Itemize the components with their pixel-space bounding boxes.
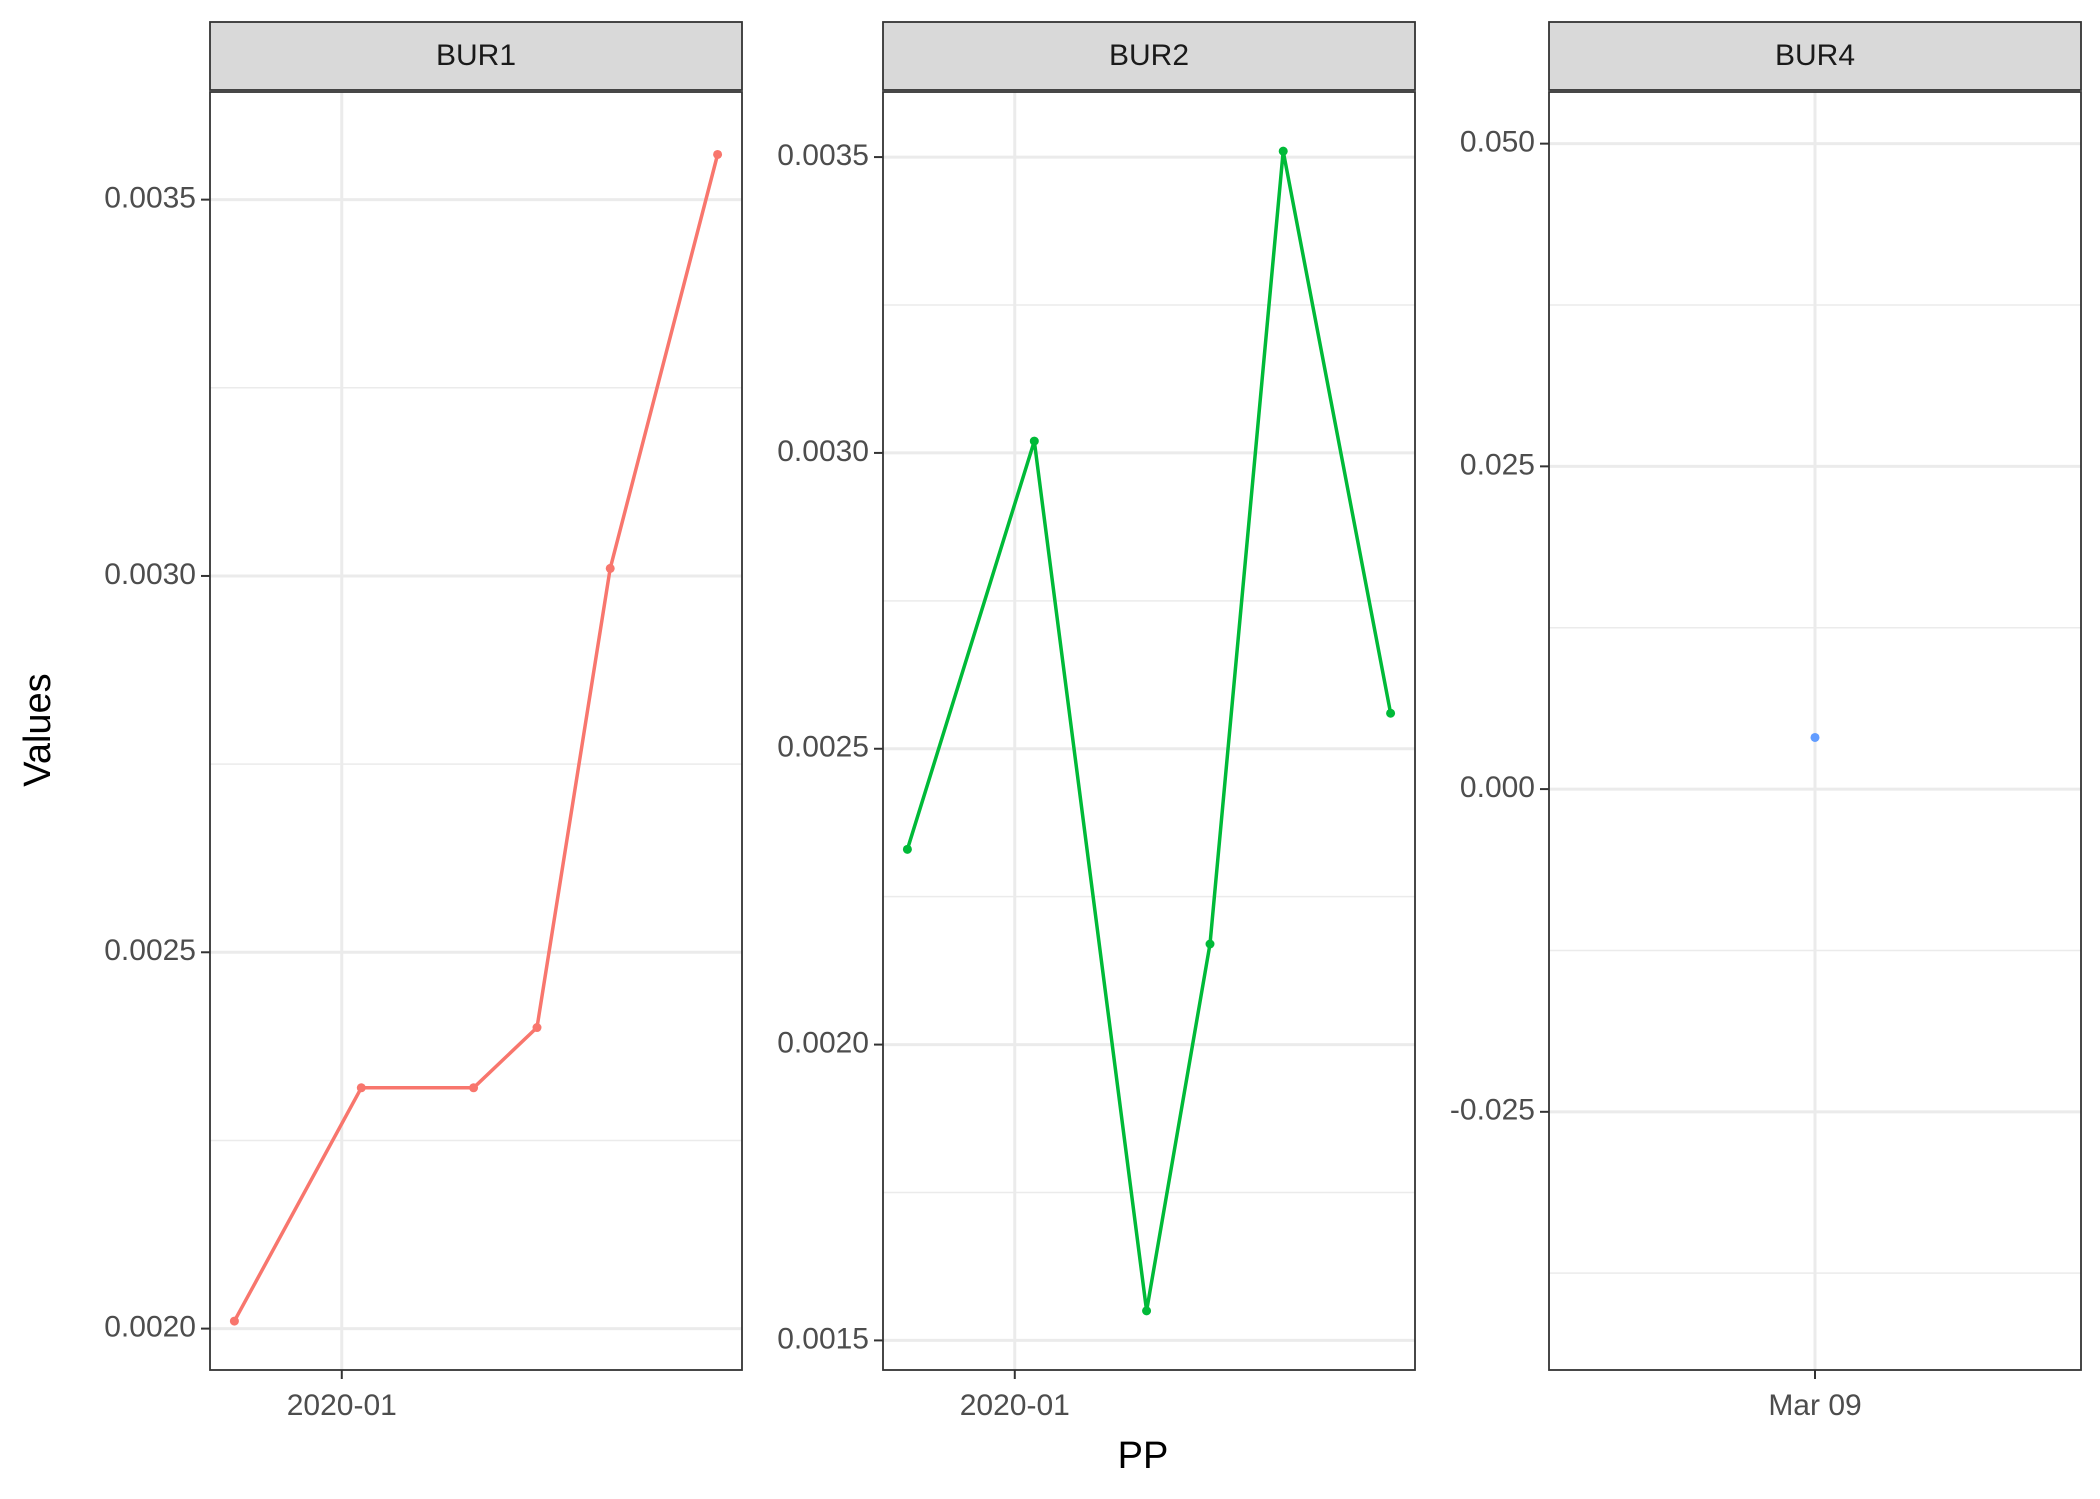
y-tick-label: -0.025 bbox=[1450, 1094, 1535, 1127]
data-point bbox=[229, 1316, 239, 1326]
series-line-bur1 bbox=[232, 154, 720, 1322]
panel-bur1: BUR1 0.0020 0.0025 0.0030 0.0035 2020-01 bbox=[104, 21, 743, 1422]
x-tick-label: 2020-01 bbox=[287, 1389, 397, 1422]
data-point bbox=[1029, 436, 1039, 446]
facet-strip bbox=[1548, 21, 2082, 91]
data-point bbox=[1205, 939, 1215, 949]
panel-background bbox=[210, 92, 742, 1370]
y-tick-label: 0.0035 bbox=[777, 139, 869, 172]
data-point bbox=[1386, 708, 1396, 718]
y-tick-label: 0.0035 bbox=[104, 182, 196, 215]
panels-layer: BUR1 0.0020 0.0025 0.0030 0.0035 2020-01 BUR2 0… bbox=[104, 21, 2082, 1422]
y-tick-label: 0.025 bbox=[1460, 448, 1535, 481]
panel-border bbox=[882, 91, 1416, 1371]
y-tick-label: 0.000 bbox=[1460, 771, 1535, 804]
y-tick-label: 0.0020 bbox=[104, 1311, 196, 1344]
facet-label: BUR1 bbox=[436, 39, 516, 72]
y-axis-title: Values bbox=[17, 673, 59, 786]
panel-border bbox=[1548, 91, 2082, 1371]
y-tick-label: 0.0025 bbox=[104, 934, 196, 967]
y-tick-label: 0.0015 bbox=[777, 1322, 869, 1355]
x-axis-title: PP bbox=[1118, 1435, 1169, 1477]
facet-label: BUR4 bbox=[1775, 39, 1855, 72]
facet-strip bbox=[209, 21, 743, 91]
x-tick-label: Mar 09 bbox=[1768, 1389, 1861, 1422]
y-tick-label: 0.0025 bbox=[777, 731, 869, 764]
panel-bur2: BUR2 0.0015 0.0020 0.0025 0.0030 0.0035 2020-0… bbox=[777, 21, 1416, 1422]
data-point bbox=[713, 149, 723, 159]
data-point bbox=[902, 844, 912, 854]
x-tick-label: 2020-01 bbox=[960, 1389, 1070, 1422]
data-point bbox=[1810, 732, 1820, 742]
data-point bbox=[356, 1083, 366, 1093]
panel-bur4: BUR4 -0.025 0.000 0.025 0.050 Mar 09 bbox=[1450, 21, 2082, 1422]
data-point bbox=[532, 1023, 542, 1033]
y-tick-label: 0.0030 bbox=[777, 435, 869, 468]
panel-border bbox=[209, 91, 743, 1371]
y-tick-label: 0.0020 bbox=[777, 1027, 869, 1060]
data-point bbox=[1278, 146, 1288, 156]
series-line-bur2 bbox=[905, 149, 1393, 1313]
facet-strip bbox=[882, 21, 1416, 91]
panel-background bbox=[883, 92, 1415, 1370]
y-tick-label: 0.050 bbox=[1460, 126, 1535, 159]
data-point bbox=[1142, 1306, 1152, 1316]
data-point bbox=[469, 1083, 479, 1093]
data-point bbox=[605, 563, 615, 573]
facet-label: BUR2 bbox=[1109, 39, 1189, 72]
y-tick-label: 0.0030 bbox=[104, 558, 196, 591]
